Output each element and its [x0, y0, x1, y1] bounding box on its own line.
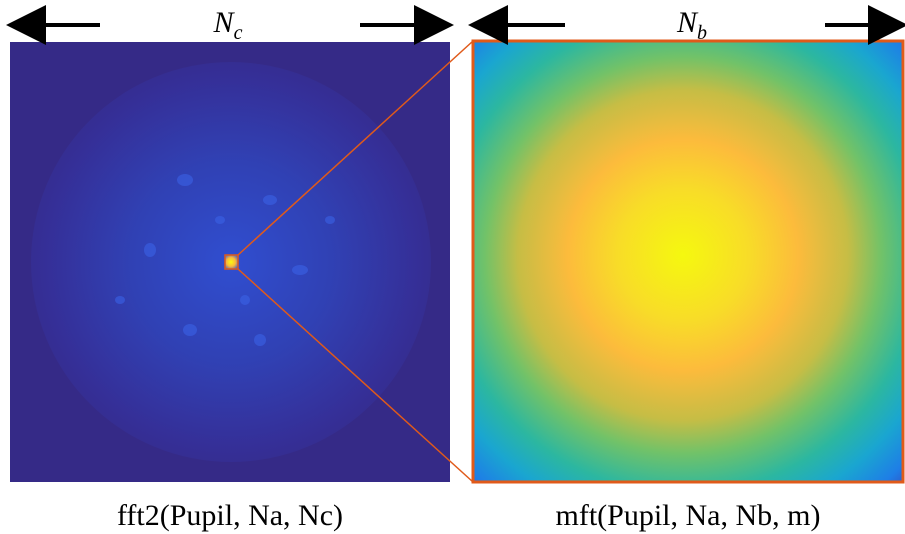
left-caption: fft2(Pupil, Na, Nc)	[117, 499, 343, 532]
speckles	[115, 174, 335, 346]
right-dimension: Nb	[676, 6, 707, 44]
dimension-symbol: N	[213, 6, 236, 39]
left-dimension: Nc	[213, 6, 243, 44]
dimension-symbol: N	[676, 6, 699, 39]
dimension-subscript: c	[234, 22, 243, 44]
zoom-line	[237, 268, 474, 483]
dimension-subscript: b	[697, 22, 707, 44]
mft-image	[471, 39, 905, 484]
zoom-box	[224, 254, 239, 270]
right-caption: mft(Pupil, Na, Nb, m)	[556, 499, 821, 532]
zoom-line	[237, 40, 474, 256]
